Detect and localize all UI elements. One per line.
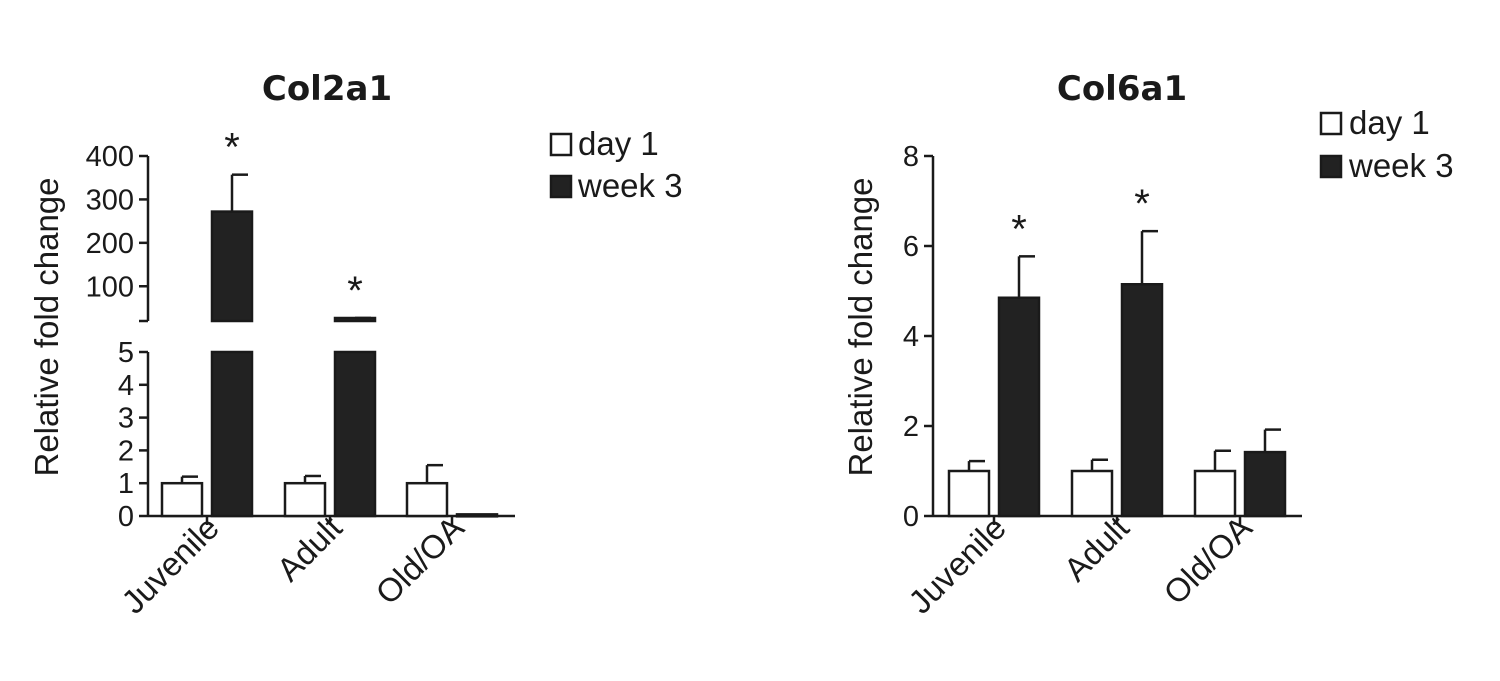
y-tick-label: 400 [86,141,134,173]
bar [1070,469,1114,518]
x-tick-label: Old/OA [1156,509,1259,612]
bar [283,481,327,518]
bar [1193,469,1237,518]
y-tick-label: 8 [903,141,919,173]
bar-marks: ** [947,182,1287,518]
legend-swatch-day1 [1319,111,1343,136]
bar [947,469,991,518]
y-tick-label: 6 [903,231,919,263]
chart-col6a1: Col6a1 Relative fold change 02468Juvenil… [842,69,1454,621]
y-tick-label: 0 [118,501,134,533]
x-tick-label: Old/OA [368,509,471,612]
y-tick-label: 0 [903,501,919,533]
legend-swatch-week3 [549,174,573,199]
bar-lower-segment [210,350,254,518]
significance-star: * [1134,182,1150,226]
y-tick-label: 5 [118,337,134,369]
y-axis-label: Relative fold change [28,177,65,476]
bar [160,481,204,518]
legend-label-day1: day 1 [1349,104,1430,141]
bar [1120,283,1164,518]
legend-label-week3: week 3 [577,167,683,204]
bar [405,481,449,518]
y-tick-label: 2 [903,411,919,443]
legend-swatch-week3 [1319,154,1343,179]
bar [1243,450,1287,518]
chart-title: Col6a1 [1057,69,1187,109]
y-tick-label: 200 [86,228,134,260]
legend-label-day1: day 1 [578,125,659,162]
bar [455,513,499,518]
significance-star: * [1011,207,1027,251]
legend: day 1 week 3 [1319,104,1454,184]
bar-lower-segment [333,350,377,518]
y-tick-label: 2 [118,435,134,467]
bar [997,296,1041,518]
y-tick-label: 4 [118,370,134,402]
y-tick-label: 100 [86,271,134,303]
significance-star: * [224,126,240,170]
y-tick-label: 1 [118,468,134,500]
y-axis-label: Relative fold change [842,177,879,476]
x-tick-label: Adult [270,509,349,588]
bar-upper-segment [210,210,254,323]
chart-title: Col2a1 [262,69,392,109]
significance-star: * [347,269,363,313]
y-tick-label: 3 [118,403,134,435]
y-tick-label: 4 [903,321,919,353]
legend-swatch-day1 [549,132,573,157]
legend: day 1 week 3 [549,125,683,204]
x-tick-label: Adult [1057,509,1136,588]
legend-label-week3: week 3 [1348,147,1454,184]
y-tick-label: 300 [86,184,134,216]
bar-marks: ** [160,126,499,518]
